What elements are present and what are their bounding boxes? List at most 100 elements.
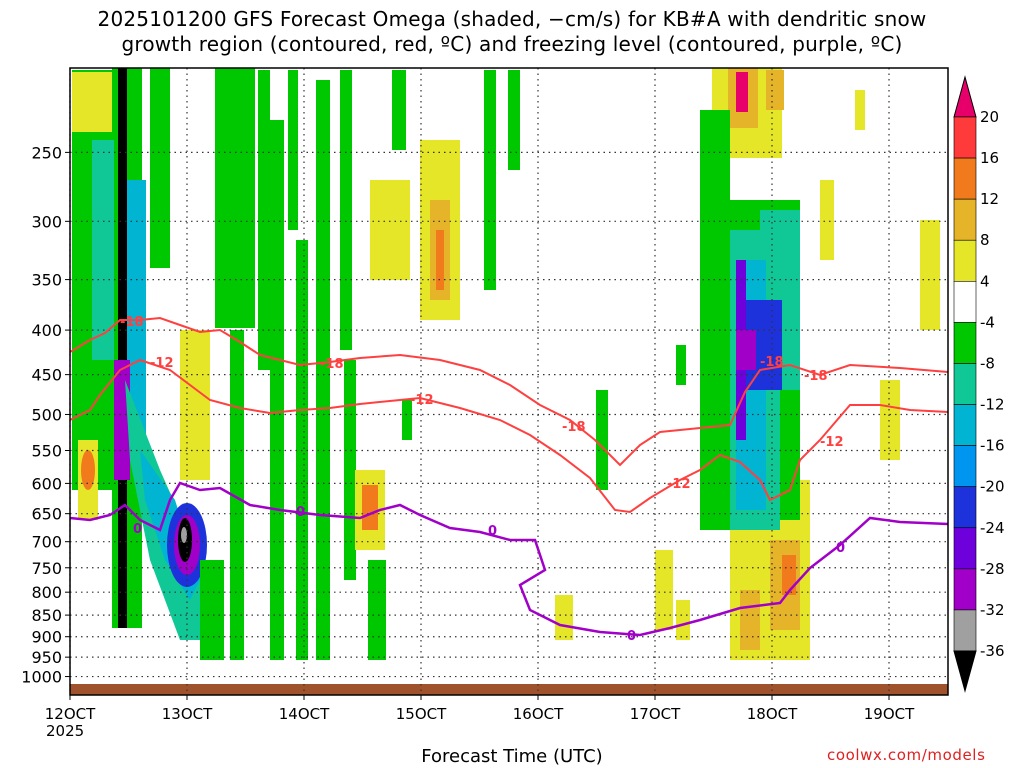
contour-zero [70, 481, 948, 637]
colorbar-label: -4 [980, 313, 995, 331]
credit-link[interactable]: coolwx.com/models [827, 746, 986, 764]
plot-frame [69, 67, 949, 696]
chart-title-line-2: growth region (contoured, red, ºC) and f… [121, 32, 903, 56]
y-tick-label: 250 [31, 143, 62, 162]
y-tick-label: 350 [31, 271, 62, 290]
omega-region-upward-weak [200, 560, 224, 660]
omega-region-upward-weak [484, 70, 496, 290]
omega-region-upward-weak [258, 70, 270, 370]
x-tick-label: 19OCT [864, 705, 915, 723]
contour-label: 0 [627, 629, 636, 644]
contour-label: -12 [150, 356, 174, 371]
colorbar-label: -28 [980, 560, 1005, 578]
y-tick-label: 650 [31, 505, 62, 524]
colorbar-swatch [953, 157, 977, 200]
omega-region-upward-weak [344, 360, 356, 580]
omega-region-upward-weak [340, 70, 352, 350]
colorbar-swatch [953, 281, 977, 323]
omega-region-downward-weak [655, 550, 673, 630]
omega-region-downward-moderate [740, 590, 760, 650]
colorbar-label: 20 [980, 108, 999, 126]
omega-region-extreme [181, 527, 187, 543]
y-tick-label: 900 [31, 628, 62, 647]
colorbar-swatch [953, 363, 977, 405]
omega-region-downward-weak [72, 72, 112, 132]
y-tick-label: 1000 [21, 668, 62, 687]
y-tick-label: 500 [31, 405, 62, 424]
y-tick-label: 450 [31, 366, 62, 385]
contour-label: -12 [820, 435, 844, 450]
omega-region-downward-extreme [736, 72, 748, 112]
chart-title-line-1: 2025101200 GFS Forecast Omega (shaded, −… [97, 7, 927, 31]
omega-region-downward-strong [782, 555, 796, 595]
y-tick-label: 300 [31, 212, 62, 231]
colorbar-label: -20 [980, 478, 1005, 496]
colorbar-label: 8 [980, 231, 990, 249]
y-tick-label: 600 [31, 474, 62, 493]
colorbar-label: -32 [980, 601, 1005, 619]
omega-region-upward-weak [402, 400, 412, 440]
omega-region-upward-moderate [92, 140, 114, 360]
contour-label: -12 [410, 393, 434, 408]
omega-region-upward-extreme [736, 330, 756, 370]
omega-region-downward-moderate [362, 485, 378, 530]
colorbar-label: 12 [980, 190, 999, 208]
colorbar-swatch [953, 527, 977, 570]
omega-region-downward-strong [436, 230, 444, 290]
omega-region-downward-weak [370, 180, 410, 280]
year-label: 2025 [46, 722, 85, 740]
colorbar-swatch [953, 404, 977, 446]
omega-region-downward-weak [820, 180, 834, 260]
contour-label: 0 [296, 505, 305, 520]
omega-region-extreme [118, 68, 127, 628]
omega-region-upward-weak [392, 70, 406, 150]
colorbar-label: -16 [980, 437, 1005, 455]
y-tick-label: 850 [31, 606, 62, 625]
contour-label: 0 [836, 541, 845, 556]
colorbar-label: -8 [980, 354, 995, 372]
contour-label: -18 [562, 420, 586, 435]
contour-label: 0 [488, 524, 497, 539]
y-tick-label: 550 [31, 442, 62, 461]
colorbar-swatch [953, 322, 977, 364]
y-tick-label: 800 [31, 583, 62, 602]
x-tick-label: 14OCT [279, 705, 330, 723]
colorbar-swatch [953, 486, 977, 529]
contour-label: -18 [760, 355, 784, 370]
contour-label: -18 [320, 357, 344, 372]
omega-region-downward-weak [676, 600, 690, 640]
omega-region-downward-weak [180, 330, 210, 480]
colorbar-label: 4 [980, 272, 990, 290]
contour-label: 0 [133, 522, 142, 537]
x-tick-label: 18OCT [747, 705, 798, 723]
x-tick-label: 15OCT [396, 705, 447, 723]
y-axis: 250 300 350 400 450 500 550 600 650 700 750 800 850 9… [21, 143, 70, 687]
omega-region-upward-weak [676, 345, 686, 385]
omega-region-upward-weak [215, 68, 255, 328]
x-tick-label: 16OCT [513, 705, 564, 723]
colorbar-swatch [953, 239, 977, 282]
x-tick-label: 17OCT [630, 705, 681, 723]
omega-region-upward-weak [230, 330, 244, 660]
omega-region-downward-moderate [766, 70, 784, 110]
contour-label: -18 [120, 315, 144, 330]
omega-region-downward-weak [555, 595, 573, 640]
y-tick-label: 700 [31, 533, 62, 552]
omega-region-downward-moderate [81, 450, 95, 490]
omega-region-upward-weak [368, 560, 386, 660]
grid-lines [69, 68, 948, 695]
y-tick-label: 750 [31, 559, 62, 578]
contour-minus18 [70, 316, 948, 467]
x-tick-label: 13OCT [162, 705, 213, 723]
contours: -18 -18 -18 -18 -18 -12 -12 -12 -12 0 0 … [70, 315, 948, 644]
colorbar-bottom-arrow [953, 650, 977, 693]
x-axis: 12OCT 13OCT 14OCT 15OCT 16OCT 17OCT 18OCT 19OCT [45, 695, 915, 723]
colorbar: 20 16 12 8 4 -4 -8 -12 -16 -20 -24 -28 -32 -36 [953, 75, 1005, 693]
x-tick-label: 12OCT [45, 705, 96, 723]
omega-region-upward-weak [596, 390, 608, 490]
omega-region-upward-weak [270, 120, 284, 660]
colorbar-swatch [953, 568, 977, 611]
omega-region-upward-weak [288, 70, 298, 230]
omega-region-downward-weak [920, 220, 940, 330]
